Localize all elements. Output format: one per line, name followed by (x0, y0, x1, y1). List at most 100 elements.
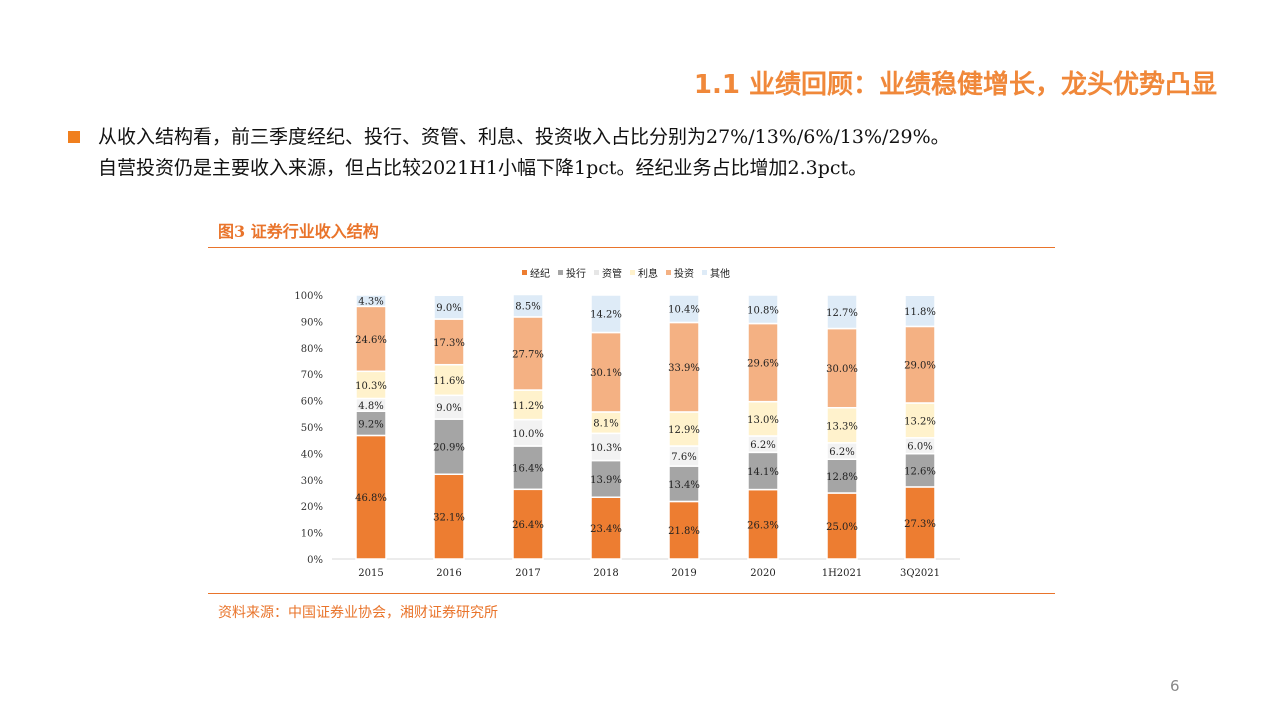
x-tick-label: 2015 (358, 568, 383, 579)
legend-label: 其他 (710, 267, 730, 280)
data-label: 32.1% (433, 513, 465, 524)
data-label: 12.6% (904, 466, 936, 477)
data-label: 12.8% (826, 472, 858, 483)
bar-segment (355, 434, 387, 560)
y-tick-label: 0% (307, 555, 323, 566)
legend-swatch (702, 270, 707, 275)
page-number: 6 (1170, 677, 1180, 695)
data-label: 20.9% (433, 443, 465, 454)
bar-segment (904, 452, 936, 488)
data-label: 13.4% (668, 480, 700, 491)
summary-line-1: 从收入结构看，前三季度经纪、投行、资管、利息、投资收入占比分别为27%/13%/… (98, 126, 950, 148)
data-label: 33.9% (668, 363, 700, 374)
data-label: 29.6% (747, 359, 779, 370)
data-label: 6.0% (907, 442, 932, 453)
bar-segment (355, 410, 387, 437)
data-label: 27.3% (904, 519, 936, 530)
bar-segment (512, 293, 544, 318)
data-label: 6.2% (829, 447, 854, 458)
data-label: 10.8% (747, 305, 779, 316)
y-tick-label: 60% (301, 397, 323, 408)
data-label: 14.1% (747, 467, 779, 478)
bar-segment (590, 496, 622, 560)
data-label: 13.0% (747, 415, 779, 426)
bar-segment (668, 321, 700, 413)
data-label: 13.2% (904, 416, 936, 427)
data-label: 10.4% (668, 305, 700, 316)
y-tick-label: 20% (301, 502, 323, 513)
data-label: 7.6% (671, 452, 696, 463)
data-label: 9.2% (358, 419, 383, 430)
data-label: 17.3% (433, 338, 465, 349)
y-tick-label: 40% (301, 449, 323, 460)
summary-paragraph: 从收入结构看，前三季度经纪、投行、资管、利息、投资收入占比分别为27%/13%/… (98, 122, 950, 184)
y-tick-label: 80% (301, 344, 323, 355)
x-tick-label: 3Q2021 (900, 568, 940, 579)
data-label: 30.0% (826, 364, 858, 375)
x-tick-label: 2019 (671, 568, 696, 579)
summary-line-2: 自营投资仍是主要收入来源，但占比较2021H1小幅下降1pct。经纪业务占比增加… (98, 157, 868, 179)
bar-segment (355, 294, 387, 308)
figure-source: 资料来源：中国证券业协会，湘财证券研究所 (218, 605, 498, 621)
data-label: 6.2% (750, 440, 775, 451)
data-label: 4.3% (358, 297, 383, 308)
bar-segment (826, 294, 858, 330)
y-tick-label: 70% (301, 370, 323, 381)
data-label: 25.0% (826, 522, 858, 533)
bar-segment (668, 465, 700, 503)
data-label: 11.6% (433, 376, 465, 387)
x-tick-label: 2016 (436, 568, 461, 579)
data-label: 23.4% (590, 524, 622, 535)
bar-segment (826, 327, 858, 409)
legend-label: 经纪 (530, 267, 550, 280)
bar-segment (355, 370, 387, 400)
data-label: 4.8% (358, 401, 383, 412)
x-tick-label: 2018 (593, 568, 618, 579)
bar-segment (747, 294, 779, 325)
data-label: 10.0% (512, 429, 544, 440)
data-label: 30.1% (590, 368, 622, 379)
data-label: 11.8% (904, 307, 936, 318)
legend-label: 利息 (638, 267, 658, 280)
x-tick-label: 1H2021 (822, 568, 863, 579)
y-tick-label: 10% (301, 529, 323, 540)
data-label: 27.7% (512, 349, 544, 360)
data-label: 10.3% (355, 381, 387, 392)
bar-segment (590, 294, 622, 334)
data-label: 11.2% (512, 401, 544, 412)
bar-segment (512, 445, 544, 491)
y-tick-label: 30% (301, 476, 323, 487)
bar-segment (590, 331, 622, 413)
figure-title: 图3 证券行业收入结构 (218, 222, 379, 241)
divider (208, 593, 1055, 594)
data-label: 8.5% (515, 302, 540, 313)
legend-label: 投行 (566, 267, 586, 280)
data-label: 12.9% (668, 425, 700, 436)
legend-swatch (558, 270, 563, 275)
bar-segment (433, 318, 465, 366)
x-tick-label: 2017 (515, 568, 540, 579)
data-label: 26.4% (512, 520, 544, 531)
divider (208, 247, 1055, 248)
bar-segment (826, 492, 858, 560)
data-label: 12.7% (826, 308, 858, 319)
bar-segment (904, 294, 936, 328)
bar-segment (433, 294, 465, 320)
y-tick-label: 100% (294, 291, 323, 302)
bullet-square-icon (68, 131, 80, 143)
data-label: 26.3% (747, 520, 779, 531)
data-label: 16.4% (512, 464, 544, 475)
legend-label: 资管 (602, 267, 622, 280)
data-label: 13.9% (590, 475, 622, 486)
y-tick-label: 50% (301, 423, 323, 434)
page-title: 1.1 业绩回顾：业绩稳健增长，龙头优势凸显 (693, 70, 1217, 100)
data-label: 14.2% (590, 310, 622, 321)
bar-segment (433, 363, 465, 397)
data-label: 10.3% (590, 443, 622, 454)
bar-segment (826, 406, 858, 444)
x-tick-label: 2020 (750, 568, 775, 579)
data-label: 9.0% (436, 303, 461, 314)
legend-label: 投资 (674, 267, 694, 280)
bar-segment (512, 389, 544, 421)
